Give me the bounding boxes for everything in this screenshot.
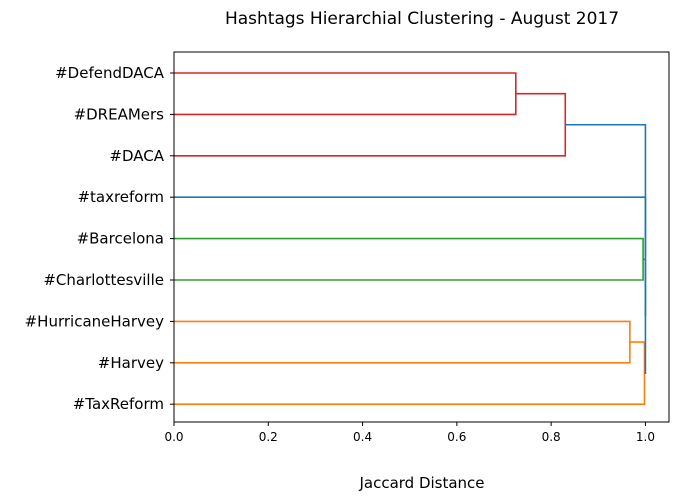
x-tick-label: 1.0	[636, 430, 655, 444]
leaf-label: #TaxReform	[73, 395, 164, 413]
x-tick-label: 0.2	[259, 430, 278, 444]
dendrogram-link	[174, 237, 644, 281]
leaf-label: #Barcelona	[77, 230, 164, 248]
dendrogram-link	[174, 320, 631, 364]
chart-title: Hashtags Hierarchial Clustering - August…	[225, 9, 619, 29]
dendrogram-link	[174, 196, 647, 317]
leaf-labels: #DefendDACA #DREAMers #DACA #taxreform #Barc…	[25, 64, 174, 413]
dendrogram-link	[174, 92, 567, 157]
leaf-label: #taxreform	[77, 188, 164, 206]
leaf-label: #DACA	[109, 147, 164, 165]
x-tick-label: 0.8	[542, 430, 561, 444]
x-tick-label: 0.0	[164, 430, 183, 444]
dendrogram-link	[174, 341, 646, 405]
leaf-label: #DREAMers	[74, 105, 165, 123]
leaf-label: #Charlottesville	[43, 271, 164, 289]
plot-frame	[173, 51, 670, 423]
x-axis-title: Jaccard Distance	[358, 474, 484, 492]
x-tick-label: 0.4	[353, 430, 372, 444]
x-axis-ticks: 0.0 0.2 0.4 0.6 0.8 1.0	[164, 422, 655, 444]
x-tick-label: 0.6	[447, 430, 466, 444]
leaf-label: #DefendDACA	[55, 64, 165, 82]
dendrogram-links	[174, 72, 647, 405]
dendrogram-link	[174, 72, 517, 116]
leaf-label: #Harvey	[98, 354, 164, 372]
dendrogram-link	[565, 123, 647, 257]
leaf-label: #HurricaneHarvey	[25, 312, 165, 330]
